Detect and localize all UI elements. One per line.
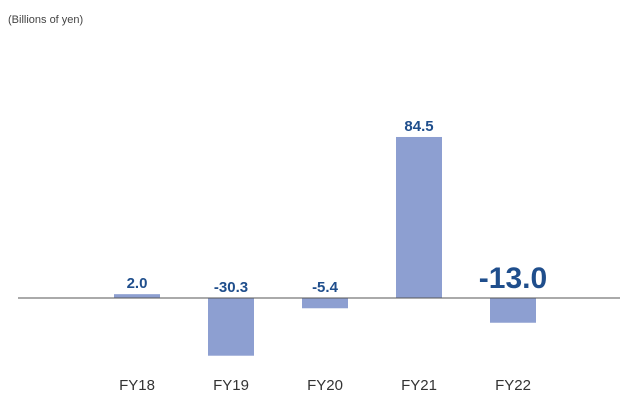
- value-label: 84.5: [404, 118, 433, 135]
- bar: [208, 297, 254, 356]
- unit-label: (Billions of yen): [8, 14, 83, 26]
- value-label: -30.3: [214, 279, 248, 296]
- x-tick-label: FY19: [213, 377, 249, 394]
- x-tick-label: FY22: [495, 377, 531, 394]
- value-label: -5.4: [312, 279, 339, 296]
- value-label: 2.0: [127, 275, 148, 292]
- x-tick-label: FY20: [307, 377, 343, 394]
- value-label: -13.0: [479, 262, 547, 295]
- bar: [302, 297, 348, 309]
- x-tick-label: FY21: [401, 377, 437, 394]
- x-tick-label: FY18: [119, 377, 155, 394]
- bar: [114, 294, 160, 298]
- bar: [396, 136, 442, 298]
- bar: [490, 297, 536, 323]
